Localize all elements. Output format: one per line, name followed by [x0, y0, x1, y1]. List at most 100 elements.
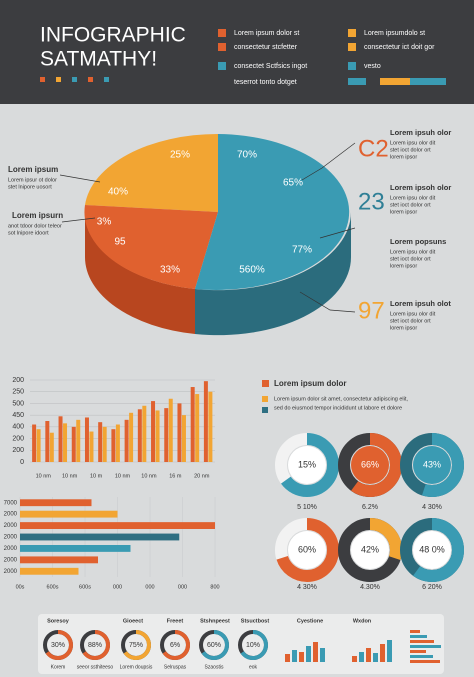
bar	[89, 431, 94, 462]
donut-arc	[400, 518, 464, 582]
legend-text: consectetur stcfetter	[234, 44, 298, 51]
callout-number: 97	[358, 297, 385, 324]
donut-arc	[43, 630, 73, 660]
mini-bar	[352, 656, 357, 662]
donut-arc	[275, 518, 339, 582]
footer-value: 75%	[129, 642, 143, 649]
footer-value: 6%	[170, 642, 180, 649]
pie-label: 40%	[108, 187, 128, 198]
donut-value: 43%	[423, 459, 441, 469]
callout-title: Lorem ipsuh olot	[390, 299, 451, 308]
x-tick-label: 10 nm	[62, 473, 78, 479]
mini-hbar	[410, 655, 433, 658]
donut-caption: 6.2%	[362, 504, 378, 511]
bar	[32, 424, 37, 462]
y-tick-label: 0	[20, 459, 24, 466]
bar	[124, 419, 129, 462]
pie-label: 3%	[97, 217, 112, 228]
x-tick-label: 10 m	[90, 473, 103, 479]
callout-text: lorem ipsor	[390, 325, 417, 331]
pie-label: 70%	[237, 150, 257, 161]
mini-hbar	[410, 650, 426, 653]
callout-text: Lorem ipsu olor dit	[390, 140, 436, 146]
mini-hbar	[410, 640, 434, 643]
bar	[45, 421, 50, 462]
legend-text: Lorem ipsum dolor st	[234, 30, 299, 37]
callout-title: Lorem popsuns	[390, 237, 446, 246]
donut-arc	[338, 433, 402, 497]
callout-text: Lorem ipsu olor dit	[390, 311, 436, 317]
x-tick-label: 000	[113, 584, 122, 590]
callout-text: lorem ipsor	[390, 209, 417, 215]
callout-text: lorem ipsor	[390, 263, 417, 269]
callout-text: Lorem ipsu olor dit	[390, 195, 436, 201]
note-text: stet lnipore uosort	[8, 184, 52, 190]
mini-bar	[285, 654, 290, 662]
callout-number: C2	[358, 135, 389, 162]
donut-hole	[288, 531, 326, 569]
donut-hole	[351, 531, 389, 569]
title: SATMATHY!	[40, 48, 157, 71]
callout-title: Lorem ipsuh olor	[390, 128, 451, 137]
header-legend: Lorem ipsum dolor st consectetur stcfett…	[218, 29, 446, 86]
y-tick-label: 200	[12, 435, 24, 442]
y-tick-label: 250	[12, 389, 24, 396]
footer-caption: Lorem doupsis	[120, 664, 153, 670]
y-tick-label: 450	[12, 412, 24, 419]
donut-hole	[288, 446, 326, 484]
x-tick-label: 000	[145, 584, 154, 590]
callout-text: stet ioct dolor ort	[390, 318, 431, 324]
bar	[84, 417, 89, 462]
donut-arc	[160, 630, 190, 660]
donut-caption: 6 20%	[422, 584, 442, 591]
bar	[142, 405, 147, 462]
donut-value: 15%	[298, 459, 316, 469]
legend-text: Lorem ipsumdolo st	[364, 30, 425, 37]
mini-bar	[380, 644, 385, 662]
bar	[20, 567, 79, 575]
x-tick-label: 16 m	[169, 473, 182, 479]
bar	[58, 416, 63, 462]
footer-heading: Soresoy	[47, 618, 70, 624]
footer-caption: Selruspas	[164, 664, 187, 670]
bar	[195, 394, 200, 462]
info-square	[262, 380, 269, 387]
legend-text: vesto	[364, 63, 381, 70]
footer-value: 10%	[246, 642, 260, 649]
title: INFOGRAPHIC	[40, 24, 186, 47]
footer-value: 60%	[207, 642, 221, 649]
info-title: Lorem ipsum dolor	[274, 379, 346, 388]
x-tick-label: 20 nm	[194, 473, 210, 479]
callout-text: stet ioct dolor ort	[390, 147, 431, 153]
note-title: Lorem ipsurn	[12, 211, 63, 220]
donut-value: 42%	[361, 544, 379, 554]
footer-value: 88%	[88, 642, 102, 649]
y-tick-label: 2000	[4, 512, 18, 518]
bar	[177, 403, 182, 462]
info-text: sed do eiusmod tempor incididunt ut labo…	[274, 405, 402, 411]
donut-hole	[351, 446, 389, 484]
pie-label: 77%	[292, 245, 312, 256]
bar	[20, 545, 131, 552]
pointer-lines	[59, 142, 356, 313]
y-tick-label: 2000	[4, 557, 18, 563]
callout-text: Lorem ipsu olor dit	[390, 249, 436, 255]
footer-caption: eok	[249, 664, 258, 670]
donut-caption: 4.30%	[360, 584, 380, 591]
bar	[20, 533, 180, 541]
y-tick-label: 200	[12, 377, 24, 384]
donut-hole	[413, 446, 451, 484]
y-tick-label: 500	[12, 400, 24, 407]
note-text: Lorem ipsur ot dolor	[8, 177, 57, 183]
footer-heading: Stsuctbost	[241, 618, 270, 624]
mini-bar	[306, 646, 311, 662]
bar	[49, 432, 54, 462]
donut-value: 60%	[298, 544, 316, 554]
y-tick-label: 2000	[4, 535, 18, 541]
bar	[129, 412, 134, 462]
mini-bar	[359, 652, 364, 662]
x-tick-label: 10 nm	[36, 473, 52, 479]
note-text: anot tdoor dolor teleor	[8, 223, 62, 229]
bar	[115, 424, 120, 462]
